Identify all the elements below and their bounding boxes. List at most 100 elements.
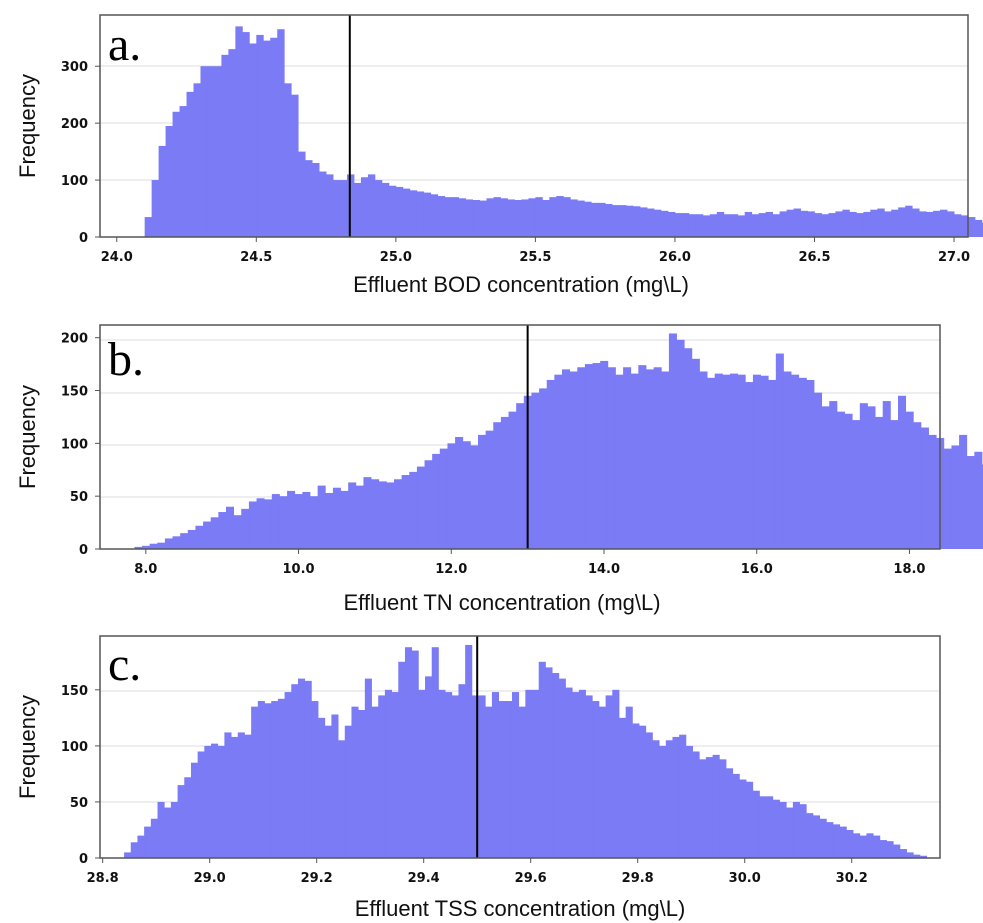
plot-frame [99,635,941,859]
histogram-bar [431,647,439,858]
x-tick-label: 29.4 [408,871,440,886]
histogram-bar [839,826,847,858]
histogram-bar [578,689,586,858]
histogram-bar [277,698,285,858]
histogram-bar [565,687,573,858]
y-tick-label: 100 [61,740,88,755]
histogram-bar [401,475,410,549]
histogram-bar [685,745,693,858]
histogram-bar [947,211,955,237]
histogram-bar [364,678,372,858]
x-axis-title: Effluent TSS concentration (mg\L) [355,896,686,921]
histogram-bar [402,188,411,237]
histogram-bar [699,759,707,858]
histogram-bar [521,199,529,237]
histogram-bar [277,29,285,238]
histogram-bar [607,367,616,549]
histogram-bar [233,515,242,549]
x-tick-label: 18.0 [893,562,925,577]
y-tick-label: 200 [61,332,88,347]
histogram-bar [645,732,653,858]
histogram-bar [311,701,319,858]
histogram-bar [836,411,845,549]
histogram-bar [722,374,731,549]
histogram-bar [852,420,861,549]
histogram-bar [539,388,548,549]
histogram-bar [312,163,320,237]
histogram-bar [846,829,854,858]
histogram-bar [772,214,781,237]
histogram-bar [371,706,379,858]
histogram-bar [654,209,662,237]
histogram-bar [702,215,711,237]
histogram-bar [928,434,937,549]
histogram-bar [913,422,922,549]
histogram-bar [647,208,655,237]
histogram-bar [423,192,432,237]
histogram-bar [623,367,632,549]
histogram-bar [676,339,685,549]
histogram-bar [318,717,326,858]
histogram-bar [800,210,808,237]
histogram-bar [271,494,280,549]
histogram-bar [525,689,533,858]
histogram-bar [691,358,700,549]
histogram-bar [783,371,792,549]
histogram-bar [411,650,419,858]
histogram-bar [570,199,578,237]
histogram-bar [217,745,225,858]
histogram-bar [552,673,560,858]
histogram-bar [826,822,834,858]
histogram-bar [792,801,800,858]
histogram-bars [124,644,928,858]
histogram-bar [445,692,453,858]
histogram-bar [170,801,178,858]
histogram-bar [661,371,670,549]
histogram-bar [605,203,613,237]
histogram-bar [384,689,392,858]
histogram-bar [668,333,677,549]
histogram-bar [890,420,899,549]
histogram-bar [340,490,349,549]
histogram-bar [775,353,784,549]
histogram-bar [584,364,593,549]
histogram-bar [439,448,448,549]
histogram-bar [224,732,232,858]
histogram-bar [906,852,914,858]
histogram-bar [157,801,165,858]
histogram-bar [465,644,473,858]
histogram-bar [618,717,627,858]
histogram-bar [491,692,499,858]
histogram-bar [812,815,821,858]
histogram-bar [798,377,807,549]
histogram-bar [518,706,526,858]
histogram-bar [264,703,272,858]
y-tick-label: 100 [61,174,88,189]
histogram-bar [291,684,299,858]
y-axis-ticks: 0 50 100 150 [61,684,100,867]
x-tick-label: 29.0 [194,871,226,886]
histogram-bar [210,517,219,549]
histogram-bar [875,416,884,549]
histogram-bar [592,701,600,858]
y-axis-ticks: 0 50 100 150 200 [61,332,100,558]
histogram-bar [391,692,399,858]
y-axis-title: Frequency [15,385,40,489]
histogram-bar [873,835,881,858]
y-tick-label: 0 [79,231,88,246]
histogram-bar [151,180,160,237]
histogram-bar [386,482,395,549]
histogram-bar [877,208,885,237]
panel-c: 0 50 100 150 28.8 29.0 29.2 29.4 29.6 29.8 30.0 30… [15,635,941,921]
histogram-bar [598,706,607,858]
histogram-bar [187,529,196,549]
histogram-bar [211,743,219,858]
histogram-bar [257,701,265,858]
histogram-bar [279,496,288,549]
histogram-bar [714,373,723,549]
histogram-bar [251,706,259,858]
histogram-bar [425,676,433,858]
x-tick-label: 10.0 [283,562,315,577]
histogram-bar [828,213,836,237]
histogram-bar [130,842,138,858]
